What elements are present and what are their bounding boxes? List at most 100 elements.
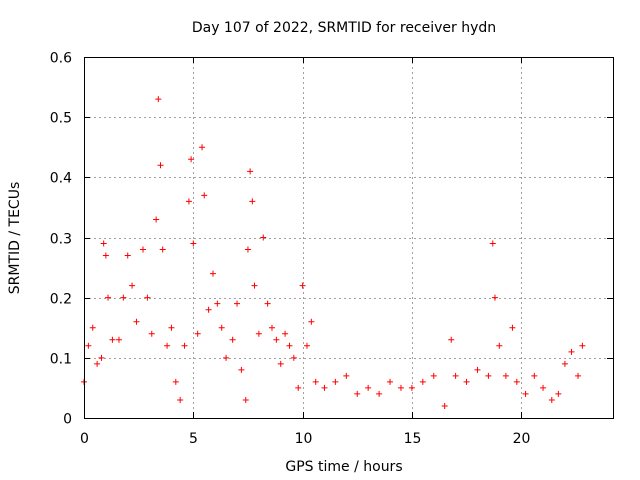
- data-point: [308, 318, 315, 325]
- data-point: [102, 252, 109, 259]
- data-point: [153, 216, 160, 223]
- data-point: [98, 354, 105, 361]
- data-point: [513, 378, 520, 385]
- data-point: [485, 372, 492, 379]
- data-point: [159, 246, 166, 253]
- data-point: [115, 336, 122, 343]
- data-point: [430, 372, 437, 379]
- data-point: [190, 240, 197, 247]
- data-point: [299, 282, 306, 289]
- x-tick-label: 5: [189, 431, 198, 447]
- data-point: [548, 396, 555, 403]
- data-point: [365, 384, 372, 391]
- data-point: [579, 342, 586, 349]
- axis-ticks: [84, 57, 613, 419]
- data-point: [247, 168, 254, 175]
- data-point: [94, 360, 101, 367]
- data-point: [273, 336, 280, 343]
- data-point: [218, 324, 225, 331]
- data-point: [555, 390, 562, 397]
- grid: [84, 57, 613, 418]
- y-tick-label: 0.3: [50, 232, 72, 248]
- data-point: [312, 378, 319, 385]
- data-point: [568, 348, 575, 355]
- data-point: [268, 324, 275, 331]
- data-point: [463, 378, 470, 385]
- data-point: [522, 390, 529, 397]
- data-point: [168, 324, 175, 331]
- data-point: [201, 192, 208, 199]
- data-point: [249, 198, 256, 205]
- data-point: [242, 396, 249, 403]
- data-point: [441, 402, 448, 409]
- data-point: [251, 282, 258, 289]
- data-point: [157, 162, 164, 169]
- data-point: [129, 282, 136, 289]
- x-axis-label: GPS time / hours: [285, 459, 402, 475]
- data-point: [120, 294, 127, 301]
- data-point: [199, 144, 206, 151]
- data-point: [419, 378, 426, 385]
- data-point: [561, 360, 568, 367]
- data-point: [209, 270, 216, 277]
- data-point: [223, 354, 230, 361]
- x-tick-label: 10: [295, 431, 313, 447]
- data-point: [244, 246, 251, 253]
- data-point: [89, 324, 96, 331]
- data-point: [387, 378, 394, 385]
- data-point: [194, 330, 201, 337]
- y-tick-label: 0: [63, 412, 72, 428]
- data-point: [540, 384, 547, 391]
- data-point: [188, 156, 195, 163]
- y-tick-label: 0.1: [50, 352, 72, 368]
- data-point: [144, 294, 151, 301]
- data-point: [214, 300, 221, 307]
- data-point: [172, 378, 179, 385]
- data-point: [109, 336, 116, 343]
- data-point: [140, 246, 147, 253]
- data-point: [491, 294, 498, 301]
- data-point: [181, 342, 188, 349]
- y-axis-label: SRMTID / TECUs: [7, 182, 23, 295]
- data-point: [282, 330, 289, 337]
- data-point: [85, 342, 92, 349]
- data-point: [290, 354, 297, 361]
- data-point: [100, 240, 107, 247]
- data-point: [332, 378, 339, 385]
- data-point: [509, 324, 516, 331]
- data-point: [452, 372, 459, 379]
- data-point: [303, 342, 310, 349]
- x-tick-label: 15: [404, 431, 422, 447]
- data-point: [185, 198, 192, 205]
- data-point: [496, 342, 503, 349]
- y-tick-label: 0.5: [50, 111, 72, 127]
- data-point: [354, 390, 361, 397]
- x-tick-label: 0: [80, 431, 89, 447]
- y-tick-label: 0.2: [50, 292, 72, 308]
- data-point: [489, 240, 496, 247]
- chart-title: Day 107 of 2022, SRMTID for receiver hyd…: [192, 20, 496, 36]
- data-point: [474, 366, 481, 373]
- data-point: [155, 96, 162, 103]
- data-point: [260, 234, 267, 241]
- y-tick-label: 0.6: [50, 51, 72, 67]
- data-point: [408, 384, 415, 391]
- data-point: [229, 336, 236, 343]
- data-point: [124, 252, 131, 259]
- data-point: [148, 330, 155, 337]
- data-point: [376, 390, 383, 397]
- data-point: [502, 372, 509, 379]
- y-tick-labels: 0 0.1 0.2 0.3 0.4 0.5 0.6: [50, 51, 72, 428]
- data-point: [295, 384, 302, 391]
- data-point: [105, 294, 112, 301]
- data-point: [321, 384, 328, 391]
- data-point: [238, 366, 245, 373]
- data-point: [164, 342, 171, 349]
- data-point: [177, 396, 184, 403]
- data-point: [133, 318, 140, 325]
- data-points: [81, 96, 586, 409]
- data-point: [448, 336, 455, 343]
- x-tick-labels: 0 5 10 15 20: [80, 431, 530, 447]
- data-point: [575, 372, 582, 379]
